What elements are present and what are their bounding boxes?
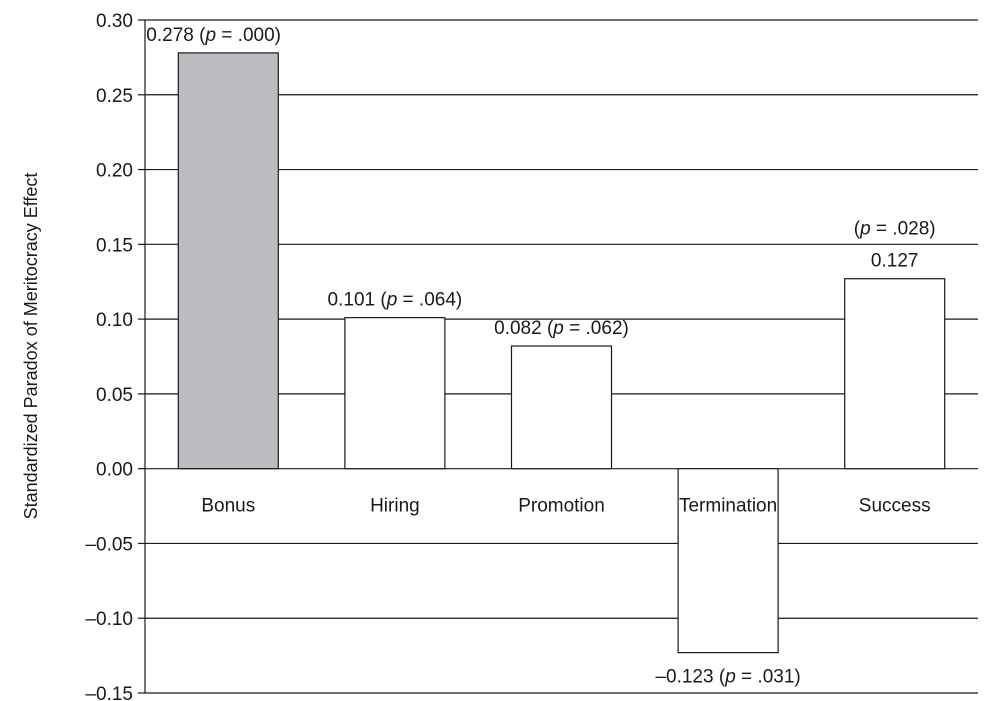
y-tick-label: –0.10	[85, 609, 133, 630]
bar-layer	[177, 52, 946, 654]
bar-bonus	[177, 52, 279, 470]
y-tick-label: 0.10	[96, 310, 133, 331]
data-label: 0.101 (p = .064)	[328, 290, 463, 311]
y-tick-label: 0.00	[96, 460, 133, 481]
data-label: 0.127	[871, 251, 919, 272]
y-tick-label: 0.05	[96, 385, 133, 406]
y-tick-label: –0.05	[85, 534, 133, 555]
data-label-layer: 0.278 (p = .000) 0.101 (p = .064) 0.082 (p…	[146, 25, 935, 688]
category-label: Promotion	[518, 496, 605, 517]
category-label: Bonus	[201, 496, 255, 517]
y-tick-label: 0.20	[96, 161, 133, 182]
y-tick-label: 0.25	[96, 86, 133, 107]
category-label: Termination	[679, 496, 777, 517]
category-label-layer: Bonus Hiring Promotion Termination Success	[201, 496, 930, 517]
category-label: Hiring	[370, 496, 420, 517]
category-label: Success	[859, 496, 931, 517]
y-tick-label: –0.15	[85, 684, 133, 701]
data-label: –0.123 (p = .031)	[655, 667, 800, 688]
y-tick-label: 0.30	[96, 11, 133, 32]
y-tick-label: 0.15	[96, 235, 133, 256]
bar-termination	[677, 468, 779, 654]
y-axis-title: Standardized Paradox of Meritocracy Effe…	[21, 173, 41, 520]
data-label: (p = .028)	[854, 219, 936, 240]
data-label: 0.278 (p = .000)	[146, 25, 281, 46]
bar-success	[844, 278, 946, 470]
data-label: 0.082 (p = .062)	[494, 318, 629, 339]
bar-promotion	[510, 345, 613, 470]
tick-label-layer: 0.30 0.25 0.20 0.15 0.10 0.05 0.00 –0.05 –0.10 –0…	[85, 11, 133, 701]
bar-hiring	[344, 317, 446, 470]
